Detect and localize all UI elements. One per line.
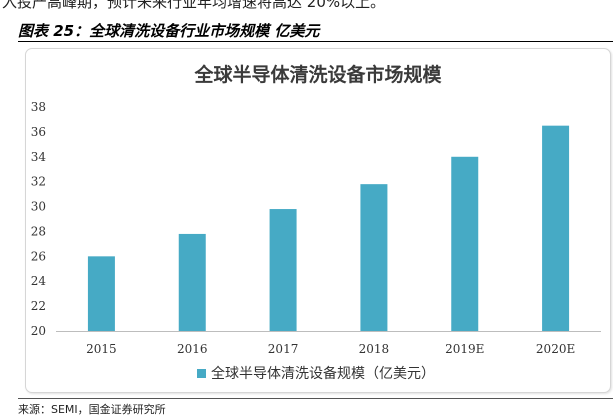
x-tick-label: 2020E (536, 342, 575, 356)
legend-label: 全球半导体清洗设备规模（亿美元） (211, 365, 435, 382)
bar-2019E (451, 156, 479, 331)
bars (87, 125, 570, 332)
bar-2018 (360, 184, 388, 331)
x-tick-label: 2015 (86, 342, 117, 356)
y-tick-label: 34 (31, 150, 47, 164)
chart-frame: 全球半导体清洗设备市场规模 20 22 24 26 28 30 32 34 36 38 2015 2… (25, 48, 611, 393)
bar-2017 (269, 209, 297, 331)
y-tick-label: 28 (31, 224, 46, 238)
bar-2016 (178, 233, 206, 331)
y-axis: 20 22 24 26 28 30 32 34 36 38 (31, 100, 47, 338)
title-rule (18, 41, 613, 42)
x-axis: 2015 2016 2017 2018 2019E 2020E (56, 331, 601, 356)
y-tick-label: 32 (31, 175, 46, 189)
footer-rule (18, 398, 613, 399)
x-tick-label: 2019E (445, 342, 484, 356)
y-tick-label: 38 (31, 100, 46, 114)
x-tick-label: 2016 (177, 342, 208, 356)
intro-text: 入投产高峰期，预计未来行业年均增速将高达 20%以上。 (2, 0, 386, 11)
y-tick-label: 26 (31, 249, 46, 263)
x-tick-label: 2018 (359, 342, 390, 356)
y-tick-label: 36 (31, 125, 46, 139)
legend: 全球半导体清洗设备规模（亿美元） (197, 365, 435, 382)
chart-title: 全球半导体清洗设备市场规模 (193, 63, 442, 86)
x-tick-label: 2017 (268, 342, 299, 356)
y-tick-label: 30 (31, 200, 46, 214)
source-note: 来源：SEMI，国金证券研究所 (18, 403, 166, 416)
y-tick-label: 22 (31, 299, 46, 313)
y-tick-label: 20 (31, 324, 46, 338)
legend-swatch (197, 369, 206, 378)
bar-2015 (87, 256, 115, 331)
bar-2020E (542, 125, 570, 332)
y-tick-label: 24 (31, 274, 47, 288)
figure-title: 图表 25：全球清洗设备行业市场规模 亿美元 (18, 22, 320, 40)
